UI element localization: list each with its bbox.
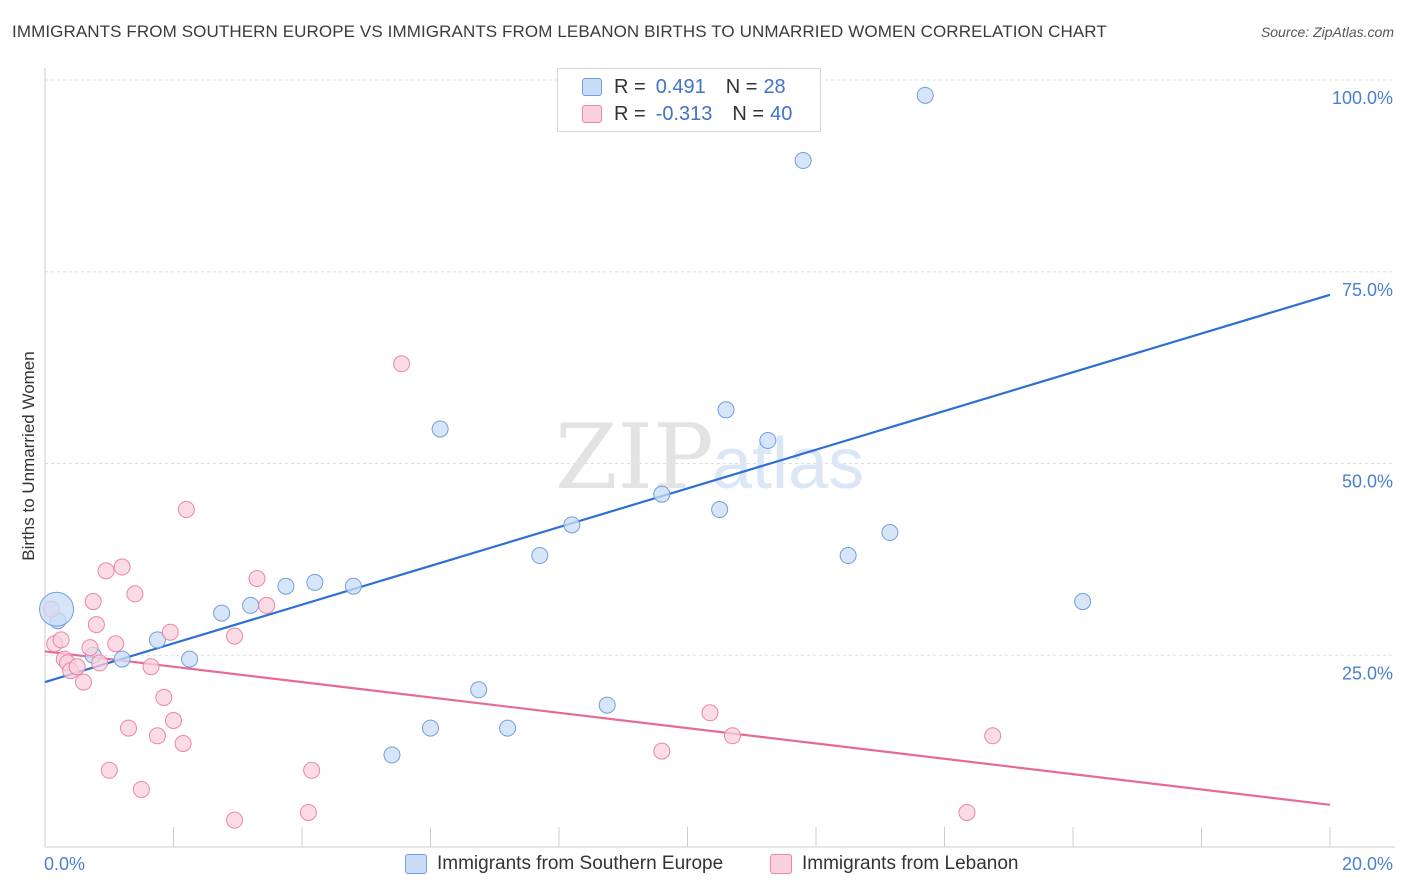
trend-line [44,650,1331,806]
correlation-legend: R = 0.491 N = 28 R = -0.313 N = 40 [557,68,821,132]
data-point-lebanon [142,658,160,676]
chart-title: IMMIGRANTS FROM SOUTHERN EUROPE VS IMMIG… [12,22,1107,41]
data-point-southern-europe [148,631,166,649]
data-point-lebanon [97,562,115,580]
data-point-lebanon [653,742,671,760]
data-point-southern-europe [531,547,549,565]
data-point-southern-europe [653,485,671,503]
watermark-atlas: atlas [712,424,864,504]
data-point-southern-europe [422,719,439,737]
legend-swatch-blue [405,854,427,874]
y-tick-labels: 25.0% 50.0% 75.0% 100.0% [1332,88,1393,683]
y-tick-label: 100.0% [1332,88,1393,108]
data-point-lebanon [68,658,86,676]
legend-n-value: 28 [763,75,786,98]
data-point-southern-europe [213,604,231,622]
data-point-lebanon [87,616,105,634]
legend-r-label: R = [614,75,646,98]
legend-r-value: 0.491 [655,75,706,98]
y-tick-label: 75.0% [1342,280,1393,300]
data-point-southern-europe [113,650,131,668]
legend-row-southern-europe: R = 0.491 N = 28 [582,75,786,99]
data-point-southern-europe [839,547,857,565]
source-credit: Source: ZipAtlas.com [1260,24,1394,40]
data-point-lebanon [303,761,321,779]
data-point-lebanon [177,501,195,519]
legend-swatch-blue [582,78,602,96]
legend-item-lebanon: Immigrants from Lebanon [770,852,1019,876]
data-point-lebanon [100,761,118,779]
data-point-southern-europe [881,524,899,542]
data-point-lebanon [393,355,411,373]
data-point-southern-europe [563,516,581,534]
data-point-lebanon [958,803,976,821]
y-axis-label: Births to Unmarried Women [19,351,38,560]
data-point-southern-europe [916,86,934,104]
data-point-lebanon [984,727,1002,745]
data-point-southern-europe [383,746,401,764]
data-point-southern-europe [431,420,449,438]
x-tick-label-max: 20.0% [1342,854,1393,874]
data-point-lebanon [723,727,741,745]
legend-swatch-pink [582,105,602,123]
data-point-lebanon [84,593,102,611]
grid-lines [45,79,1395,656]
data-point-lebanon [248,570,266,588]
data-point-southern-europe [306,573,324,591]
data-point-southern-europe [794,152,812,170]
data-point-southern-europe [181,650,199,668]
data-point-lebanon [165,711,182,729]
legend-swatch-pink [770,854,792,874]
data-point-southern-europe [470,681,488,699]
y-tick-label: 25.0% [1342,663,1393,683]
y-tick-label: 50.0% [1342,472,1393,492]
data-point-lebanon [107,635,125,653]
data-point-southern-europe [499,719,517,737]
data-point-lebanon [81,639,99,657]
legend-r-label: R = [614,102,646,125]
data-point-lebanon [120,719,138,737]
trend-lines [44,293,1331,806]
legend-r-value: -0.313 [655,102,713,125]
data-point-lebanon [91,654,109,672]
data-point-lebanon [148,727,166,745]
legend-row-lebanon: R = -0.313 N = 40 [582,102,792,126]
x-tick-label-min: 0.0% [44,854,85,874]
data-point-southern-europe [598,696,616,714]
data-point-lebanon [299,803,317,821]
data-point-lebanon [75,673,93,691]
data-point-southern-europe [344,577,362,595]
data-point-lebanon [226,811,244,829]
data-point-lebanon [113,558,131,576]
data-point-lebanon [161,623,179,641]
data-point-lebanon [258,596,276,614]
data-point-lebanon [155,688,173,706]
axes [44,68,1395,848]
legend-label-lebanon: Immigrants from Lebanon [802,853,1019,874]
data-point-southern-europe [242,596,260,614]
legend-n-label: N = [732,102,765,125]
legend-item-southern-europe: Immigrants from Southern Europe [405,852,723,876]
data-point-large-bubble [39,591,75,627]
data-point-lebanon [174,734,192,752]
data-point-lebanon [226,627,244,645]
legend-n-value: 40 [770,102,793,125]
trend-line [44,293,1331,684]
legend-label-southern-europe: Immigrants from Southern Europe [437,853,724,874]
data-point-southern-europe [711,501,729,519]
data-point-southern-europe [1074,593,1092,611]
data-point-lebanon [701,704,719,722]
data-point-lebanon [52,631,70,649]
data-point-lebanon [126,585,144,603]
data-point-southern-europe [277,577,295,595]
watermark-zip: ZIP [555,405,714,510]
data-point-lebanon [132,780,150,798]
data-point-southern-europe [759,431,777,449]
data-point-southern-europe [717,401,735,419]
legend-n-label: N = [725,75,758,98]
